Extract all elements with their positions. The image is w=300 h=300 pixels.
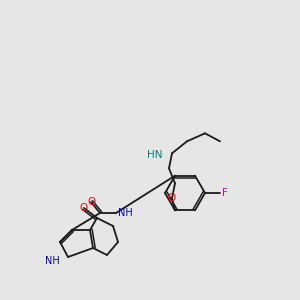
Text: HN: HN xyxy=(146,150,162,160)
Text: O: O xyxy=(87,197,95,207)
Text: F: F xyxy=(222,188,228,198)
Text: O: O xyxy=(80,203,88,213)
Text: NH: NH xyxy=(45,256,60,266)
Text: NH: NH xyxy=(118,208,133,218)
Text: O: O xyxy=(168,193,176,203)
